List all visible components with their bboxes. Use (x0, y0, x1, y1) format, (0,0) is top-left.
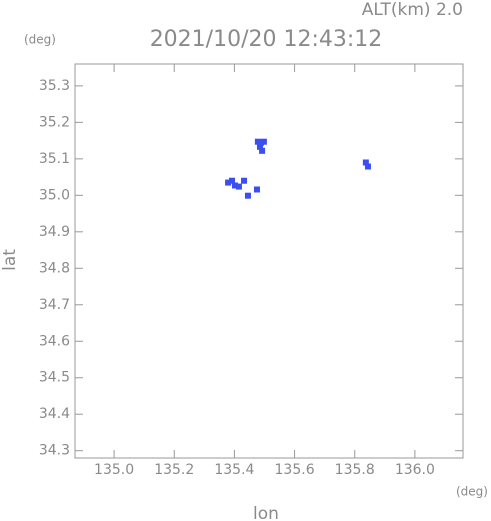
echo-point (253, 186, 260, 193)
y-tick-label: 34.4 (39, 406, 70, 422)
echo-point (225, 179, 232, 186)
echo-point (244, 192, 251, 199)
x-tick-label: 136.0 (395, 462, 435, 478)
y-tick-label: 35.1 (39, 151, 70, 167)
x-tick-label: 135.6 (275, 462, 315, 478)
echo-point (254, 138, 261, 145)
x-axis-label: lon (253, 504, 279, 521)
y-tick-label: 34.8 (39, 260, 70, 276)
y-tick-label: 35.2 (39, 114, 70, 130)
x-tick-label: 135.2 (154, 462, 194, 478)
echo-point (364, 163, 371, 170)
x-tick-label: 135.0 (94, 462, 134, 478)
plot-frame (74, 63, 464, 459)
echo-point (257, 139, 264, 146)
y-tick-label: 34.5 (39, 370, 70, 386)
echo-point (232, 182, 239, 189)
chart-subtitle: ALT(km) 2.0 (362, 0, 463, 20)
y-tick-label: 34.7 (39, 297, 70, 313)
y-tick-label: 35.3 (39, 78, 70, 94)
x-tick-label: 135.4 (214, 462, 254, 478)
y-tick-label: 35.0 (39, 187, 70, 203)
y-tick-label: 34.6 (39, 333, 70, 349)
y-tick-label: 34.3 (39, 443, 70, 459)
y-tick-label: 34.9 (39, 224, 70, 240)
x-unit: (deg) (456, 485, 488, 499)
chart-title: 2021/10/20 12:43:12 (150, 27, 383, 52)
echo-point (241, 177, 248, 184)
y-unit: (deg) (24, 33, 56, 47)
echo-point (256, 143, 263, 150)
x-tick-label: 135.8 (335, 462, 375, 478)
echo-point (259, 147, 266, 154)
y-axis-label: lat (0, 249, 20, 271)
echo-point (260, 138, 267, 145)
echo-point (362, 159, 369, 166)
echo-point (235, 183, 242, 190)
echo-point (229, 177, 236, 184)
